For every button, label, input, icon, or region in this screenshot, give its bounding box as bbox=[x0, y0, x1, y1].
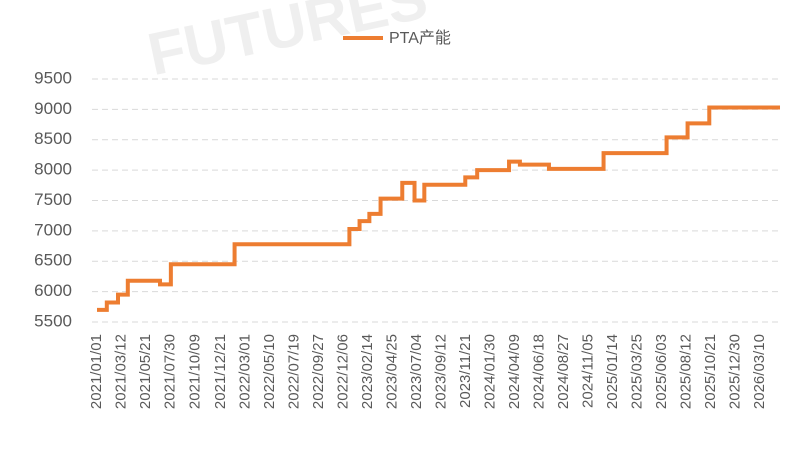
x-tick-label: 2021/01/01 bbox=[88, 334, 105, 409]
x-tick-label: 2023/09/12 bbox=[432, 334, 449, 409]
legend-label: PTA产能 bbox=[389, 29, 451, 47]
x-tick-label: 2022/12/06 bbox=[334, 334, 351, 409]
x-tick-label: 2025/12/30 bbox=[727, 334, 744, 409]
y-tick-label: 7000 bbox=[34, 220, 72, 239]
x-tick-label: 2021/07/30 bbox=[161, 334, 178, 409]
y-tick-label: 9500 bbox=[34, 68, 72, 87]
y-tick-label: 8500 bbox=[34, 129, 72, 148]
x-tick-label: 2025/06/03 bbox=[653, 334, 670, 409]
y-tick-label: 5500 bbox=[34, 311, 72, 330]
x-tick-label: 2026/03/10 bbox=[751, 334, 768, 409]
x-tick-label: 2022/05/10 bbox=[261, 334, 278, 409]
x-tick-label: 2024/06/18 bbox=[530, 334, 547, 409]
x-tick-label: 2023/11/21 bbox=[457, 334, 474, 408]
x-tick-label: 2024/04/09 bbox=[506, 334, 523, 409]
y-tick-label: 9000 bbox=[34, 99, 72, 118]
x-tick-label: 2022/07/19 bbox=[285, 334, 302, 409]
x-tick-label: 2022/09/27 bbox=[310, 334, 327, 409]
y-tick-label: 6500 bbox=[34, 251, 72, 270]
y-tick-label: 6000 bbox=[34, 281, 72, 300]
x-tick-label: 2023/04/25 bbox=[383, 334, 400, 409]
x-tick-label: 2021/05/21 bbox=[137, 334, 154, 409]
x-tick-label: 2024/01/30 bbox=[481, 334, 498, 409]
x-tick-label: 2021/03/12 bbox=[112, 334, 129, 409]
x-tick-label: 2025/10/21 bbox=[702, 334, 719, 409]
x-tick-label: 2025/01/14 bbox=[604, 334, 621, 409]
x-tick-label: 2024/08/27 bbox=[555, 334, 572, 409]
x-tick-label: 2021/10/09 bbox=[186, 334, 203, 409]
x-tick-label: 2023/07/04 bbox=[408, 334, 425, 409]
x-tick-label: 2024/11/05 bbox=[579, 334, 596, 408]
x-tick-label: 2022/03/01 bbox=[236, 334, 253, 409]
x-tick-label: 2025/03/25 bbox=[628, 334, 645, 409]
x-tick-label: 2025/08/12 bbox=[677, 334, 694, 409]
step-line bbox=[97, 105, 780, 312]
x-tick-label: 2021/12/21 bbox=[212, 334, 229, 409]
x-tick-label: 2023/02/14 bbox=[359, 334, 376, 409]
y-tick-label: 7500 bbox=[34, 190, 72, 209]
y-tick-label: 8000 bbox=[34, 160, 72, 179]
